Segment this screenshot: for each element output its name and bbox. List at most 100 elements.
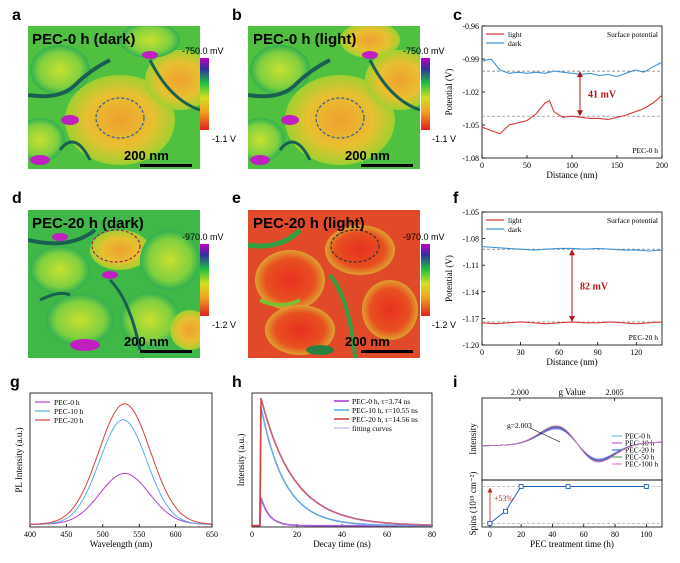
y-tick-label: -1.05 <box>462 208 479 217</box>
legend-label: PEC-20 h, τ=14.56 ns <box>352 415 418 424</box>
legend-label: PEC-50 h <box>625 453 655 462</box>
y-tick-label: -1.14 <box>462 288 479 297</box>
colorbar-max-d: -970.0 mV <box>182 232 224 242</box>
y-tick-label: -0.96 <box>462 22 479 31</box>
x-tick-label: 30 <box>517 348 525 357</box>
y-axis-label: Intensity (a.u.) <box>236 434 246 487</box>
y-tick-label: -1.02 <box>462 88 479 97</box>
afm-title-b: PEC-0 h (light) <box>253 31 356 48</box>
spins-series-line <box>489 486 647 524</box>
plot-frame-bottom <box>481 479 663 528</box>
x-tick-label: 150 <box>611 161 623 170</box>
panel-label-e: e <box>232 190 241 207</box>
fitting-curve <box>260 398 432 526</box>
g-value-annotation: g=2.003 <box>507 421 532 430</box>
x-tick-label: 200 <box>656 161 668 170</box>
spins-marker <box>518 484 524 489</box>
top-x-axis-label: g Value <box>558 387 585 397</box>
x-tick-label: 0 <box>480 348 484 357</box>
top-y-axis-label: Intensity <box>468 423 478 455</box>
y-axis-label: Potential (V) <box>444 255 454 302</box>
x-tick-label: 60 <box>580 530 588 539</box>
arrow-head-top <box>577 71 583 78</box>
afm-map-d <box>28 210 200 358</box>
afm-map-e <box>248 210 420 358</box>
x-tick-label: 60 <box>555 348 563 357</box>
afm-title-a: PEC-0 h (dark) <box>32 31 135 48</box>
spins-marker <box>643 484 649 489</box>
top-x-tick-label: 2.005 <box>606 388 624 397</box>
top-x-tick-label: 2.000 <box>511 388 529 397</box>
x-tick-label: 90 <box>594 348 602 357</box>
fitting-curve <box>260 406 432 526</box>
spins-marker <box>565 484 571 489</box>
legend-label-light: light <box>508 216 523 225</box>
chart-f-surface-potential-pec20: -1.05 -1.08 -1.11 -1.14 -1.17 -1.200 30 60 90 120… <box>444 208 663 367</box>
legend-label: PEC-10 h, τ=10.55 ns <box>352 406 418 415</box>
series-line-pec-0-h <box>30 472 212 525</box>
legend-label-fit: fitting curves <box>352 424 392 433</box>
series-line-pec-10-h <box>30 419 212 525</box>
colorbar-d <box>200 244 209 316</box>
scale-label-b: 200 nm <box>345 148 390 163</box>
colorbar-max-e: -970.0 mV <box>403 232 445 242</box>
x-axis-label: PEC treatment time (h) <box>530 539 614 549</box>
difference-annotation: 41 mV <box>588 90 617 101</box>
x-tick-label: 550 <box>133 530 145 539</box>
legend-label-dark: dark <box>508 39 522 48</box>
x-tick-label: 50 <box>523 161 531 170</box>
arrow-head-bottom <box>569 315 575 322</box>
chart-h-decay: 0 20 40 60 80 Decay time (ns) Intensity (a.u.)… <box>236 392 436 549</box>
panel-label-f: f <box>453 190 459 207</box>
g-value-pointer <box>529 427 561 443</box>
x-axis-label: Distance (nm) <box>546 357 597 367</box>
panel-label-b: b <box>232 7 242 24</box>
x-tick-label: 80 <box>428 530 436 539</box>
legend-label: PEC-10 h <box>54 407 84 416</box>
panel-label-g: g <box>10 374 20 391</box>
x-axis-label: Wavelength (nm) <box>90 539 153 549</box>
colorbar-min-d: -1.2 V <box>212 320 236 330</box>
corner-label: PEC-0 h <box>632 146 658 155</box>
spins-marker <box>487 520 493 526</box>
chart-c-surface-potential-pec0: -0.96 -0.99 -1.02 -1.05 -1.080 50 100 150 200 Dis… <box>444 22 668 180</box>
colorbar-a <box>200 58 209 130</box>
scale-bar-e <box>361 350 413 353</box>
arrow-head-top <box>569 249 575 256</box>
x-tick-label: 20 <box>293 530 301 539</box>
x-axis-label: Distance (nm) <box>546 170 597 180</box>
legend-label: PEC-0 h, τ=3.74 ns <box>352 397 410 406</box>
legend-label: PEC-20 h <box>625 446 655 455</box>
x-tick-label: 40 <box>548 530 556 539</box>
scale-label-d: 200 nm <box>124 334 169 349</box>
legend-label: PEC-0 h <box>54 398 80 407</box>
x-tick-label: 40 <box>338 530 346 539</box>
legend-label: PEC-20 h <box>54 416 84 425</box>
colorbar-min-a: -1.1 V <box>212 134 236 144</box>
panel-label-a: a <box>12 7 21 24</box>
afm-title-e: PEC-20 h (light) <box>253 215 365 232</box>
x-tick-label: 650 <box>206 530 218 539</box>
x-tick-label: 60 <box>383 530 391 539</box>
y-axis-label: PL Intensity (a.u.) <box>14 427 24 492</box>
difference-annotation: 82 mV <box>580 282 609 293</box>
y-tick-label: -1.17 <box>462 314 479 323</box>
corner-label: PEC-20 h <box>629 333 659 342</box>
series-line-light <box>481 94 663 135</box>
legend-label: PEC-100 h <box>625 460 658 469</box>
x-tick-label: 20 <box>517 530 525 539</box>
scale-bar-b <box>361 164 413 167</box>
x-tick-label: 450 <box>60 530 72 539</box>
x-tick-label: 0 <box>250 530 254 539</box>
afm-title-d: PEC-20 h (dark) <box>32 215 144 232</box>
x-tick-label: 80 <box>611 530 619 539</box>
x-tick-label: 400 <box>24 530 36 539</box>
legend-label: PEC-0 h <box>625 432 651 441</box>
afm-map-a <box>28 26 200 169</box>
colorbar-min-b: -1.1 V <box>432 134 456 144</box>
increase-annotation: +53% <box>494 494 514 503</box>
chart-i-epr: 2.000 2.005 g Value Intensity PEC-0 hPEC-10 … <box>468 387 663 549</box>
x-tick-label: 120 <box>630 348 642 357</box>
legend-label: PEC-10 h <box>625 439 655 448</box>
x-tick-label: 0 <box>488 530 492 539</box>
